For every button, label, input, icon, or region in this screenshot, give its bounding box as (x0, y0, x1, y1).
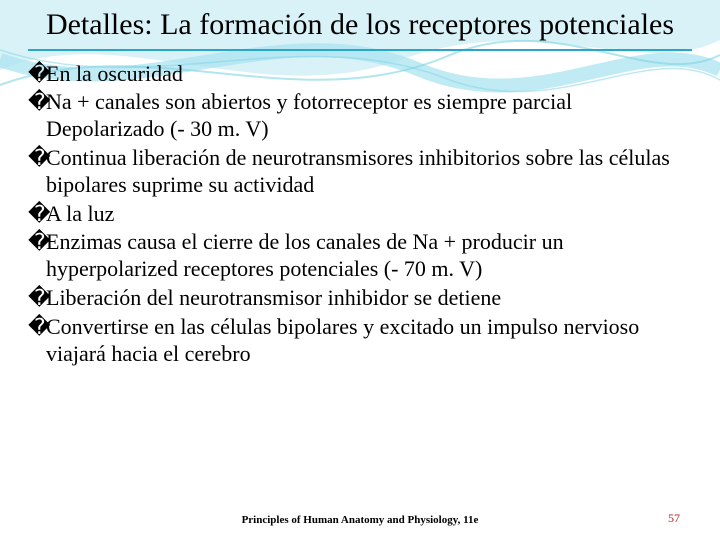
bullet-text: Convertirse en las células bipolares y e… (46, 314, 692, 368)
slide: Detalles: La formación de los receptores… (0, 0, 720, 540)
bullet-icon: � (28, 145, 46, 199)
slide-body: � En la oscuridad � Na + canales son abi… (28, 61, 692, 368)
page-number: 57 (668, 511, 680, 526)
bullet-icon: � (28, 229, 46, 283)
bullet-text: Liberación del neurotransmisor inhibidor… (46, 285, 692, 312)
bullet-text: Continua liberación de neurotransmisores… (46, 145, 692, 199)
bullet-item: � Enzimas causa el cierre de los canales… (28, 229, 692, 283)
bullet-icon: � (28, 314, 46, 368)
bullet-icon: � (28, 61, 46, 88)
bullet-item: � Liberación del neurotransmisor inhibid… (28, 285, 692, 312)
bullet-item: � Na + canales son abiertos y fotorrecep… (28, 89, 692, 143)
bullet-item: � En la oscuridad (28, 61, 692, 88)
bullet-text: Na + canales son abiertos y fotorrecepto… (46, 89, 692, 143)
bullet-item: � A la luz (28, 201, 692, 228)
bullet-text: Enzimas causa el cierre de los canales d… (46, 229, 692, 283)
bullet-icon: � (28, 285, 46, 312)
bullet-text: En la oscuridad (46, 61, 692, 88)
footer-text: Principles of Human Anatomy and Physiolo… (0, 514, 720, 526)
bullet-item: � Convertirse en las células bipolares y… (28, 314, 692, 368)
slide-title: Detalles: La formación de los receptores… (28, 8, 692, 51)
bullet-icon: � (28, 89, 46, 143)
bullet-text: A la luz (46, 201, 692, 228)
bullet-item: � Continua liberación de neurotransmisor… (28, 145, 692, 199)
bullet-icon: � (28, 201, 46, 228)
